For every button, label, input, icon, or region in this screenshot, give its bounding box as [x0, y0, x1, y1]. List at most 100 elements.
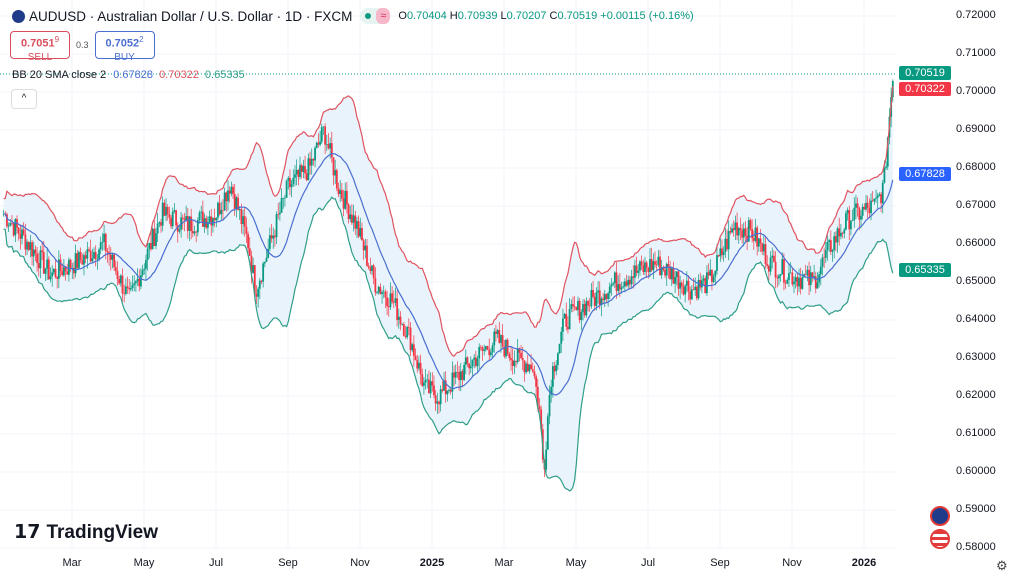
candle-body — [391, 293, 394, 302]
candle-body — [21, 229, 23, 239]
symbol-title[interactable]: AUDUSD · Australian Dollar / U.S. Dollar… — [29, 8, 353, 24]
candle-body — [853, 207, 856, 221]
candle-body — [875, 197, 877, 199]
candle-body — [357, 221, 360, 237]
candle-body — [76, 253, 79, 268]
candle-body — [7, 225, 10, 227]
candle-body — [751, 228, 754, 239]
candle-body — [160, 222, 162, 226]
bollinger-legend[interactable]: BB 20 SMA close 2 0.67828 0.70322 0.6533… — [12, 69, 245, 81]
candle-body — [26, 241, 28, 250]
candle-body — [186, 216, 189, 231]
candle-body — [819, 266, 822, 275]
candle-body — [381, 292, 383, 294]
candle-body — [510, 357, 512, 360]
candle-body — [769, 257, 772, 272]
candle-body — [662, 267, 665, 271]
candle-body — [188, 216, 191, 231]
candle-body — [300, 165, 303, 172]
candle-body — [68, 259, 70, 275]
candle-body — [116, 271, 119, 279]
candle-body — [61, 271, 64, 276]
candle-body — [761, 243, 764, 252]
candle-body — [551, 366, 554, 387]
candle-body — [22, 229, 25, 235]
market-open-icon — [365, 13, 372, 19]
candle-body — [145, 260, 147, 269]
candle-body — [794, 277, 797, 282]
candle-body — [319, 141, 321, 145]
candle-body — [51, 272, 54, 277]
candle-body — [416, 360, 419, 369]
candle-body — [201, 211, 204, 227]
candle-body — [823, 257, 826, 258]
candle-body — [424, 379, 427, 383]
candle-body — [488, 349, 491, 356]
candle-body — [27, 241, 30, 250]
candle-body — [320, 127, 323, 142]
candle-body — [69, 259, 72, 269]
candle-body — [645, 262, 648, 268]
time-tick-label: Nov — [782, 557, 802, 569]
candle-body — [371, 265, 373, 272]
price-tick-label: 0.66000 — [956, 237, 996, 249]
price-tick-label: 0.71000 — [956, 47, 996, 59]
time-tick-label: Nov — [350, 557, 370, 569]
candle-body — [540, 409, 543, 430]
settings-icon[interactable]: ⚙ — [996, 558, 1008, 573]
candle-body — [456, 371, 459, 373]
candle-body — [136, 278, 139, 282]
candle-body — [163, 202, 166, 216]
bollinger-lower — [3, 196, 894, 492]
candle-body — [247, 234, 249, 249]
candle-body — [74, 253, 77, 274]
candle-body — [719, 248, 722, 257]
candle-body — [340, 190, 343, 199]
candle-body — [64, 267, 67, 272]
candle-body — [73, 267, 75, 274]
candle-body — [262, 263, 265, 282]
candle-body — [558, 343, 561, 354]
candle-body — [332, 157, 335, 176]
candle-body — [672, 268, 675, 284]
candle-body — [774, 261, 777, 278]
spread: 0.3 — [76, 40, 89, 50]
candle-body — [121, 275, 124, 294]
candle-body — [356, 221, 358, 229]
candle-body — [816, 282, 819, 289]
candle-body — [89, 250, 92, 262]
candle-body — [104, 233, 107, 252]
candle-body — [711, 269, 713, 282]
candle-body — [24, 234, 27, 250]
sell-button[interactable]: 0.70519 SELL — [10, 31, 70, 63]
candle-body — [34, 249, 37, 254]
candle-body — [865, 202, 867, 210]
candle-body — [798, 277, 800, 287]
collapse-legend-button[interactable]: ^ — [11, 89, 37, 109]
candle-body — [640, 261, 643, 266]
candle-body — [796, 277, 799, 287]
aud-flag-icon[interactable] — [930, 506, 950, 526]
candle-body — [870, 200, 872, 214]
candle-body — [717, 255, 720, 257]
candle-body — [243, 216, 246, 227]
market-status[interactable]: ≈ — [360, 8, 391, 24]
candle-body — [682, 286, 685, 295]
candle-body — [706, 272, 708, 294]
candle-body — [17, 227, 20, 234]
buy-button[interactable]: 0.70522 BUY — [94, 31, 155, 63]
candle-body — [161, 202, 164, 226]
candle-body — [315, 142, 318, 148]
candle-body — [94, 251, 97, 260]
candle-body — [292, 177, 295, 184]
data-delay-icon: ≈ — [376, 8, 391, 24]
candle-body — [471, 359, 474, 367]
candle-body — [657, 256, 660, 265]
candle-body — [273, 235, 276, 238]
usd-flag-icon[interactable] — [930, 529, 950, 549]
candle-body — [93, 251, 95, 259]
candle-body — [883, 167, 886, 183]
candle-body — [814, 276, 817, 289]
tradingview-logo[interactable]: 𝟭𝟳 TradingView — [14, 521, 159, 544]
